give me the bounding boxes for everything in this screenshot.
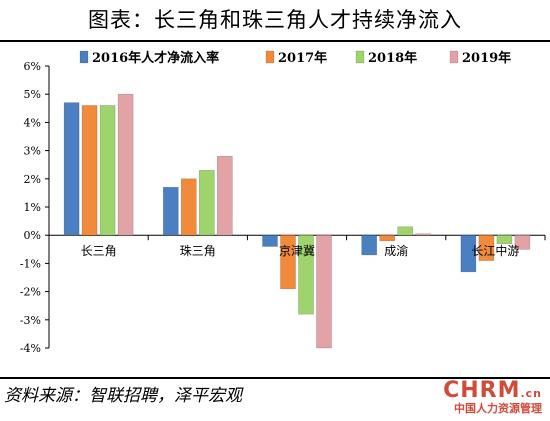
y-tick-label: 6% <box>24 60 41 73</box>
legend-label: 2018年 <box>368 50 417 66</box>
footer-divider <box>0 377 550 379</box>
bar <box>117 93 134 236</box>
y-tick-label: 4% <box>24 116 41 129</box>
legend-label: 2016年人才净流入率 <box>92 50 219 66</box>
bar <box>199 170 215 236</box>
legend-label: 2019年 <box>462 50 511 66</box>
y-tick-label: -2% <box>20 286 41 299</box>
y-tick-label: 2% <box>24 173 41 186</box>
x-tick-label: 长三角 <box>81 244 117 258</box>
y-tick-label: 1% <box>24 201 41 214</box>
y-tick-label: 0% <box>24 229 41 242</box>
bar <box>478 234 495 261</box>
bar <box>514 234 531 250</box>
y-tick-label: 3% <box>24 145 41 158</box>
y-tick-label: -1% <box>20 257 41 270</box>
legend-swatch <box>449 50 459 64</box>
bar <box>460 234 477 273</box>
x-tick-label: 珠三角 <box>180 244 216 258</box>
bar <box>280 234 296 290</box>
watermark-logo-suffix: .cn <box>520 387 542 400</box>
x-tick-label: 京津冀 <box>279 244 315 258</box>
bar <box>262 234 278 247</box>
bar <box>181 178 197 236</box>
source-note: 资料来源：智联招聘，泽平宏观 <box>4 386 242 406</box>
legend-label: 2017年 <box>278 50 327 66</box>
bar <box>397 226 414 236</box>
legend-swatch <box>265 50 275 64</box>
title-bar: 图表：长三角和珠三角人才持续净流入 <box>0 0 550 40</box>
bars <box>48 93 546 349</box>
y-tick-label: 5% <box>24 88 41 101</box>
y-tick-label: -4% <box>20 342 41 355</box>
bar <box>361 234 378 256</box>
bar <box>81 105 98 236</box>
x-tick-label: 成渝 <box>384 243 408 258</box>
bar <box>496 234 513 244</box>
bar <box>379 234 396 242</box>
watermark-logo: CHRM.cn <box>443 378 542 407</box>
y-tick-label: -3% <box>20 314 41 327</box>
y-axis: 6% 5% 4% 3% 2% 1% 0% -1% -2% -3% -4% <box>20 60 50 355</box>
legend-swatch <box>79 50 89 64</box>
legend-swatch <box>355 50 365 64</box>
bar <box>217 155 233 236</box>
watermark: CHRM.cn 中国人力资源管理 <box>430 378 542 418</box>
legend: 2016年人才净流入率 2017年 2018年 2019年 <box>79 50 511 66</box>
x-tick-label: 长江中游 <box>471 243 519 258</box>
bar <box>298 234 314 315</box>
bar <box>63 102 80 236</box>
title-divider <box>0 40 550 42</box>
bar <box>163 186 179 236</box>
bar-chart: 2016年人才净流入率 2017年 2018年 2019年 6% 5% 4% 3% 2% 1% 0… <box>20 50 546 355</box>
bar <box>316 234 332 349</box>
watermark-subtitle: 中国人力资源管理 <box>454 402 542 415</box>
bar <box>99 105 116 236</box>
x-axis-labels: 长三角 珠三角 京津冀 成渝 长江中游 <box>81 243 520 258</box>
chart-title: 图表：长三角和珠三角人才持续净流入 <box>88 8 462 32</box>
watermark-logo-text: CHRM <box>443 378 521 403</box>
bar <box>415 233 432 236</box>
